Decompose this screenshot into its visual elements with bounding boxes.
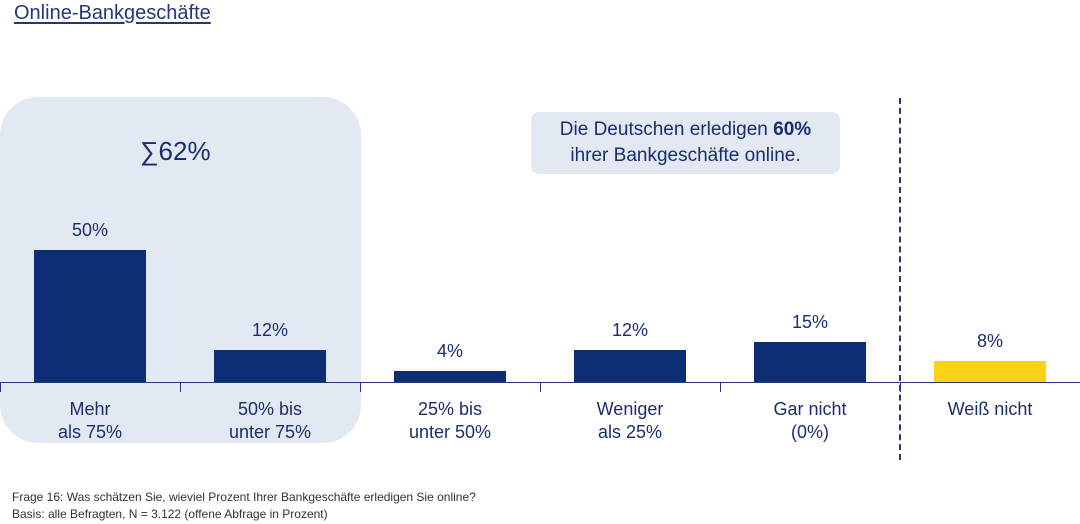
bar bbox=[754, 342, 866, 382]
bar-value-label: 12% bbox=[251, 320, 289, 341]
callout-line2: ihrer Bankgeschäfte online. bbox=[570, 145, 801, 166]
category-label: Mehr als 75% bbox=[57, 399, 123, 442]
footnote-question: Frage 16: Was schätzen Sie, wieviel Proz… bbox=[12, 490, 476, 504]
category-label: Weniger als 25% bbox=[596, 399, 664, 442]
category-label: Weiß nicht bbox=[947, 399, 1033, 419]
category-label: 50% bis unter 75% bbox=[228, 399, 312, 442]
bar-value-label: 15% bbox=[791, 312, 829, 333]
axis-tick bbox=[900, 382, 901, 392]
callout-box: Die Deutschen erledigen 60% ihrer Bankge… bbox=[531, 112, 840, 174]
bar-value-label: 12% bbox=[611, 320, 649, 341]
axis-tick bbox=[180, 382, 181, 392]
axis-tick bbox=[0, 382, 1, 392]
category-label: Gar nicht (0%) bbox=[773, 399, 847, 442]
axis-tick bbox=[720, 382, 721, 392]
callout-prefix: Die Deutschen erledigen bbox=[559, 119, 774, 140]
footnote-base: Basis: alle Befragten, N = 3.122 (offene… bbox=[12, 507, 328, 521]
bar bbox=[394, 371, 506, 382]
sum-label: ∑62% bbox=[140, 136, 211, 166]
bar-value-label: 50% bbox=[71, 220, 109, 240]
bar-value-label: 4% bbox=[436, 341, 463, 362]
dashed-divider bbox=[899, 98, 901, 460]
bar bbox=[214, 350, 326, 382]
chart-title: Online-Bankgeschäfte bbox=[14, 2, 211, 24]
bar bbox=[574, 350, 686, 382]
bar bbox=[934, 360, 1046, 382]
axis-tick bbox=[360, 382, 361, 392]
bar bbox=[34, 250, 146, 382]
callout-bold-value: 60% bbox=[773, 119, 812, 140]
bar-value-label: 8% bbox=[976, 330, 1003, 351]
axis-tick bbox=[540, 382, 541, 392]
category-label: 25% bis unter 50% bbox=[408, 399, 492, 442]
